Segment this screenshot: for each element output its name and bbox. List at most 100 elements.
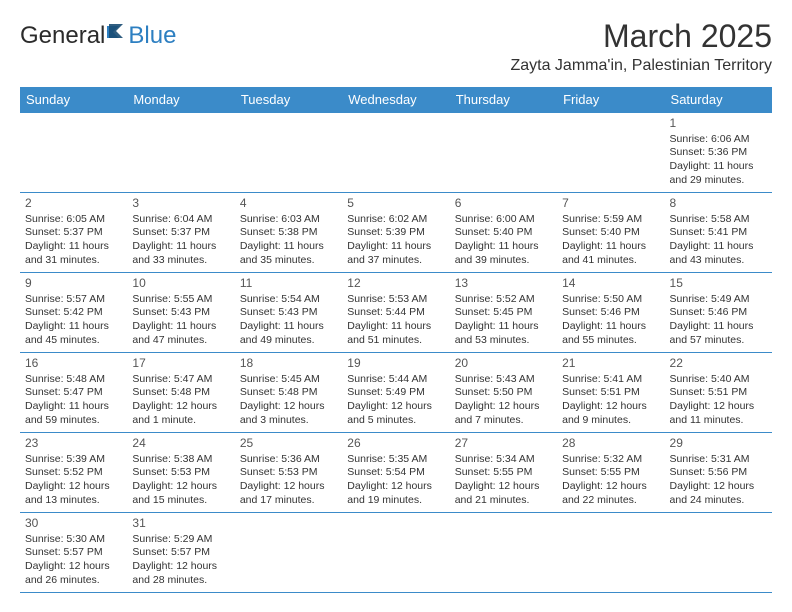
calendar-cell: 13Sunrise: 5:52 AMSunset: 5:45 PMDayligh… — [450, 273, 557, 353]
page-header: GeneralBlue March 2025 Zayta Jamma'in, P… — [20, 18, 772, 75]
sunset-text: Sunset: 5:51 PM — [670, 386, 767, 400]
calendar-row: 23Sunrise: 5:39 AMSunset: 5:52 PMDayligh… — [20, 433, 772, 513]
sunset-text: Sunset: 5:53 PM — [240, 466, 337, 480]
day-number: 4 — [240, 196, 337, 212]
calendar-cell — [20, 113, 127, 193]
col-sat: Saturday — [665, 87, 772, 113]
sunrise-text: Sunrise: 5:49 AM — [670, 293, 767, 307]
day-number: 5 — [347, 196, 444, 212]
day-number: 15 — [670, 276, 767, 292]
daylight-text: Daylight: 12 hours and 1 minute. — [132, 400, 229, 427]
daylight-text: Daylight: 11 hours and 45 minutes. — [25, 320, 122, 347]
sunset-text: Sunset: 5:55 PM — [562, 466, 659, 480]
daylight-text: Daylight: 11 hours and 49 minutes. — [240, 320, 337, 347]
calendar-cell: 9Sunrise: 5:57 AMSunset: 5:42 PMDaylight… — [20, 273, 127, 353]
day-number: 24 — [132, 436, 229, 452]
sunrise-text: Sunrise: 5:58 AM — [670, 213, 767, 227]
calendar-cell: 25Sunrise: 5:36 AMSunset: 5:53 PMDayligh… — [235, 433, 342, 513]
sunrise-text: Sunrise: 5:31 AM — [670, 453, 767, 467]
day-number: 26 — [347, 436, 444, 452]
day-number: 12 — [347, 276, 444, 292]
sunset-text: Sunset: 5:38 PM — [240, 226, 337, 240]
sunrise-text: Sunrise: 5:50 AM — [562, 293, 659, 307]
col-fri: Friday — [557, 87, 664, 113]
calendar-cell — [342, 113, 449, 193]
flag-icon — [107, 19, 127, 47]
sunrise-text: Sunrise: 5:44 AM — [347, 373, 444, 387]
sunset-text: Sunset: 5:45 PM — [455, 306, 552, 320]
sunrise-text: Sunrise: 5:54 AM — [240, 293, 337, 307]
sunset-text: Sunset: 5:43 PM — [240, 306, 337, 320]
daylight-text: Daylight: 11 hours and 59 minutes. — [25, 400, 122, 427]
daylight-text: Daylight: 12 hours and 24 minutes. — [670, 480, 767, 507]
day-number: 17 — [132, 356, 229, 372]
day-number: 25 — [240, 436, 337, 452]
daylight-text: Daylight: 12 hours and 22 minutes. — [562, 480, 659, 507]
daylight-text: Daylight: 11 hours and 51 minutes. — [347, 320, 444, 347]
sunrise-text: Sunrise: 5:59 AM — [562, 213, 659, 227]
sunset-text: Sunset: 5:57 PM — [25, 546, 122, 560]
calendar-row: 16Sunrise: 5:48 AMSunset: 5:47 PMDayligh… — [20, 353, 772, 433]
sunset-text: Sunset: 5:50 PM — [455, 386, 552, 400]
sunset-text: Sunset: 5:37 PM — [132, 226, 229, 240]
calendar-cell — [450, 113, 557, 193]
sunset-text: Sunset: 5:46 PM — [562, 306, 659, 320]
sunset-text: Sunset: 5:41 PM — [670, 226, 767, 240]
calendar-cell — [235, 113, 342, 193]
day-number: 30 — [25, 516, 122, 532]
calendar-cell: 7Sunrise: 5:59 AMSunset: 5:40 PMDaylight… — [557, 193, 664, 273]
daylight-text: Daylight: 12 hours and 19 minutes. — [347, 480, 444, 507]
sunrise-text: Sunrise: 5:40 AM — [670, 373, 767, 387]
col-tue: Tuesday — [235, 87, 342, 113]
calendar-cell: 30Sunrise: 5:30 AMSunset: 5:57 PMDayligh… — [20, 513, 127, 593]
sunrise-text: Sunrise: 6:00 AM — [455, 213, 552, 227]
daylight-text: Daylight: 12 hours and 17 minutes. — [240, 480, 337, 507]
day-number: 13 — [455, 276, 552, 292]
day-number: 31 — [132, 516, 229, 532]
sunset-text: Sunset: 5:48 PM — [132, 386, 229, 400]
logo-text-1: General — [20, 22, 105, 50]
sunset-text: Sunset: 5:43 PM — [132, 306, 229, 320]
calendar-cell: 17Sunrise: 5:47 AMSunset: 5:48 PMDayligh… — [127, 353, 234, 433]
daylight-text: Daylight: 11 hours and 39 minutes. — [455, 240, 552, 267]
day-number: 11 — [240, 276, 337, 292]
sunset-text: Sunset: 5:37 PM — [25, 226, 122, 240]
calendar-cell: 11Sunrise: 5:54 AMSunset: 5:43 PMDayligh… — [235, 273, 342, 353]
calendar-cell: 5Sunrise: 6:02 AMSunset: 5:39 PMDaylight… — [342, 193, 449, 273]
calendar-cell: 8Sunrise: 5:58 AMSunset: 5:41 PMDaylight… — [665, 193, 772, 273]
calendar-cell: 21Sunrise: 5:41 AMSunset: 5:51 PMDayligh… — [557, 353, 664, 433]
sunset-text: Sunset: 5:51 PM — [562, 386, 659, 400]
calendar-cell — [235, 513, 342, 593]
sunrise-text: Sunrise: 5:39 AM — [25, 453, 122, 467]
calendar-cell: 6Sunrise: 6:00 AMSunset: 5:40 PMDaylight… — [450, 193, 557, 273]
calendar-cell: 4Sunrise: 6:03 AMSunset: 5:38 PMDaylight… — [235, 193, 342, 273]
day-number: 20 — [455, 356, 552, 372]
sunrise-text: Sunrise: 6:03 AM — [240, 213, 337, 227]
daylight-text: Daylight: 12 hours and 11 minutes. — [670, 400, 767, 427]
sunrise-text: Sunrise: 5:47 AM — [132, 373, 229, 387]
calendar-cell: 23Sunrise: 5:39 AMSunset: 5:52 PMDayligh… — [20, 433, 127, 513]
calendar-cell — [342, 513, 449, 593]
day-number: 9 — [25, 276, 122, 292]
daylight-text: Daylight: 12 hours and 9 minutes. — [562, 400, 659, 427]
daylight-text: Daylight: 12 hours and 21 minutes. — [455, 480, 552, 507]
calendar-cell: 1Sunrise: 6:06 AMSunset: 5:36 PMDaylight… — [665, 113, 772, 193]
daylight-text: Daylight: 11 hours and 55 minutes. — [562, 320, 659, 347]
sunrise-text: Sunrise: 5:52 AM — [455, 293, 552, 307]
sunrise-text: Sunrise: 6:06 AM — [670, 133, 767, 147]
daylight-text: Daylight: 12 hours and 5 minutes. — [347, 400, 444, 427]
sunrise-text: Sunrise: 5:45 AM — [240, 373, 337, 387]
calendar-cell: 24Sunrise: 5:38 AMSunset: 5:53 PMDayligh… — [127, 433, 234, 513]
sunrise-text: Sunrise: 5:29 AM — [132, 533, 229, 547]
sunset-text: Sunset: 5:54 PM — [347, 466, 444, 480]
day-number: 8 — [670, 196, 767, 212]
col-mon: Monday — [127, 87, 234, 113]
sunrise-text: Sunrise: 5:55 AM — [132, 293, 229, 307]
daylight-text: Daylight: 11 hours and 47 minutes. — [132, 320, 229, 347]
sunset-text: Sunset: 5:36 PM — [670, 146, 767, 160]
calendar-row: 1Sunrise: 6:06 AMSunset: 5:36 PMDaylight… — [20, 113, 772, 193]
calendar-row: 30Sunrise: 5:30 AMSunset: 5:57 PMDayligh… — [20, 513, 772, 593]
calendar-row: 2Sunrise: 6:05 AMSunset: 5:37 PMDaylight… — [20, 193, 772, 273]
sunrise-text: Sunrise: 5:32 AM — [562, 453, 659, 467]
calendar-cell: 28Sunrise: 5:32 AMSunset: 5:55 PMDayligh… — [557, 433, 664, 513]
